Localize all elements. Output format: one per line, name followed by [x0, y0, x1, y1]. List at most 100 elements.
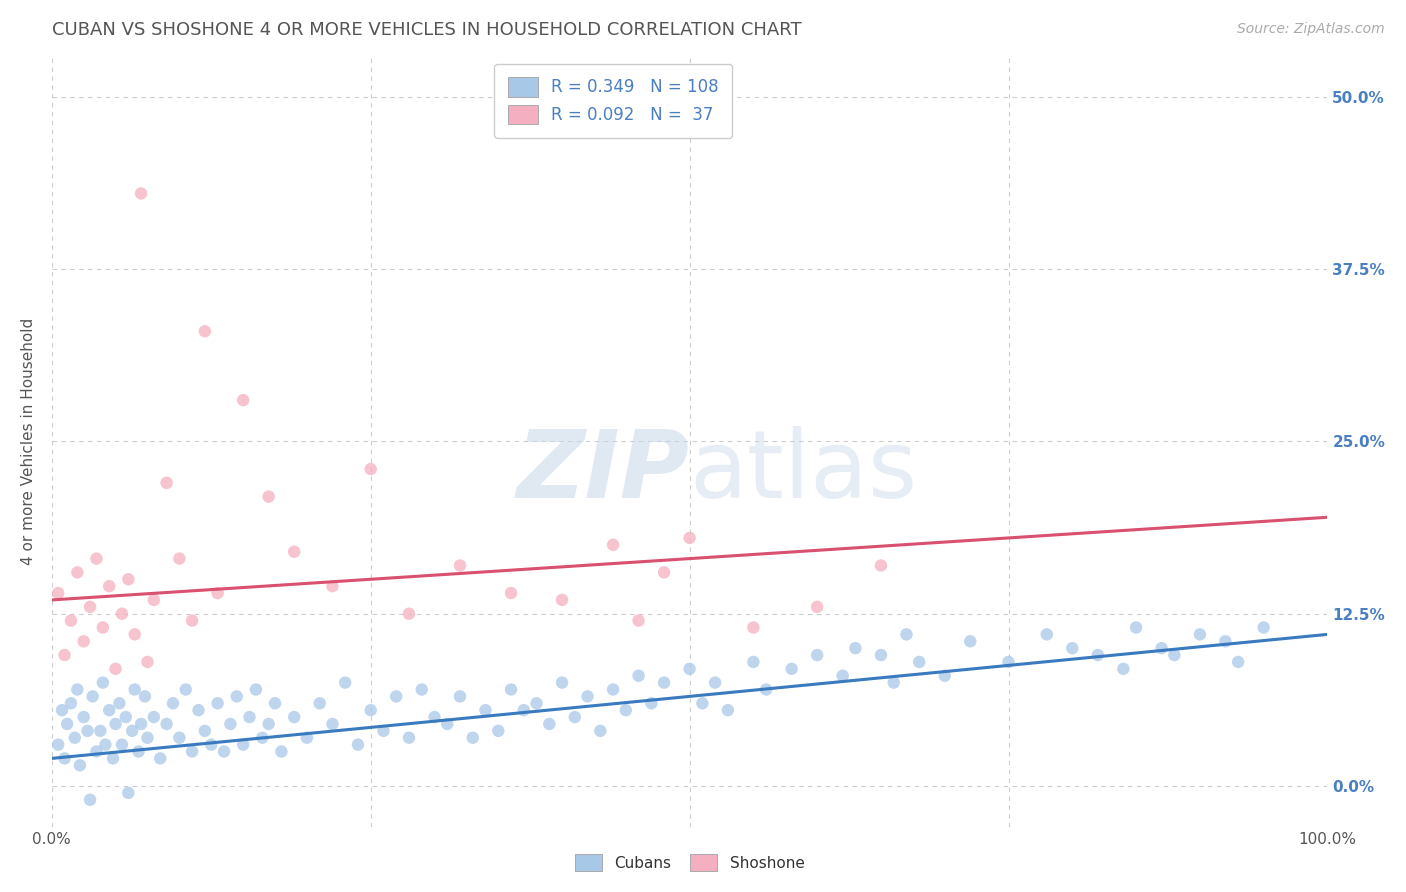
- Point: [934, 669, 956, 683]
- Point: [1163, 648, 1185, 662]
- Point: [53, 751, 76, 765]
- Point: [526, 696, 548, 710]
- Point: [169, 551, 191, 566]
- Point: [86, 551, 108, 566]
- Point: [270, 744, 292, 758]
- Point: [46, 738, 69, 752]
- Point: [89, 723, 111, 738]
- Point: [704, 675, 727, 690]
- Point: [908, 655, 931, 669]
- Point: [780, 662, 803, 676]
- Point: [717, 703, 740, 717]
- Point: [652, 566, 675, 580]
- Point: [73, 634, 96, 648]
- Point: [678, 662, 700, 676]
- Point: [194, 324, 217, 338]
- Point: [831, 669, 853, 683]
- Point: [134, 690, 156, 704]
- Point: [373, 723, 395, 738]
- Point: [63, 731, 86, 745]
- Point: [104, 717, 127, 731]
- Point: [149, 751, 172, 765]
- Point: [997, 655, 1019, 669]
- Point: [114, 710, 136, 724]
- Point: [538, 717, 561, 731]
- Point: [755, 682, 778, 697]
- Point: [225, 690, 247, 704]
- Point: [207, 696, 229, 710]
- Point: [602, 682, 624, 697]
- Point: [870, 558, 893, 573]
- Point: [308, 696, 330, 710]
- Point: [98, 703, 121, 717]
- Point: [162, 696, 184, 710]
- Point: [1227, 655, 1250, 669]
- Point: [806, 599, 828, 614]
- Point: [76, 723, 98, 738]
- Point: [181, 614, 204, 628]
- Point: [124, 627, 146, 641]
- Point: [283, 545, 305, 559]
- Point: [883, 675, 905, 690]
- Point: [136, 655, 159, 669]
- Point: [156, 717, 179, 731]
- Point: [742, 655, 765, 669]
- Point: [59, 696, 82, 710]
- Point: [1125, 620, 1147, 634]
- Point: [614, 703, 637, 717]
- Point: [232, 738, 254, 752]
- Point: [627, 669, 650, 683]
- Point: [91, 620, 114, 634]
- Point: [56, 717, 79, 731]
- Point: [104, 662, 127, 676]
- Point: [181, 744, 204, 758]
- Y-axis label: 4 or more Vehicles in Household: 4 or more Vehicles in Household: [21, 318, 35, 566]
- Point: [806, 648, 828, 662]
- Point: [1036, 627, 1059, 641]
- Point: [252, 731, 274, 745]
- Point: [86, 744, 108, 758]
- Point: [51, 703, 73, 717]
- Point: [94, 738, 117, 752]
- Point: [640, 696, 662, 710]
- Point: [73, 710, 96, 724]
- Point: [576, 690, 599, 704]
- Point: [194, 723, 217, 738]
- Point: [59, 614, 82, 628]
- Point: [200, 738, 222, 752]
- Point: [398, 731, 420, 745]
- Point: [69, 758, 91, 772]
- Point: [436, 717, 458, 731]
- Legend: Cubans, Shoshone: Cubans, Shoshone: [568, 847, 810, 878]
- Text: ZIP: ZIP: [517, 426, 689, 518]
- Point: [46, 586, 69, 600]
- Point: [101, 751, 124, 765]
- Point: [742, 620, 765, 634]
- Point: [98, 579, 121, 593]
- Point: [1188, 627, 1211, 641]
- Point: [1062, 641, 1084, 656]
- Point: [245, 682, 267, 697]
- Point: [79, 793, 101, 807]
- Point: [219, 717, 242, 731]
- Point: [66, 682, 89, 697]
- Point: [124, 682, 146, 697]
- Point: [385, 690, 408, 704]
- Point: [1215, 634, 1237, 648]
- Point: [652, 675, 675, 690]
- Point: [844, 641, 866, 656]
- Point: [896, 627, 918, 641]
- Point: [551, 593, 574, 607]
- Point: [129, 186, 152, 201]
- Point: [1112, 662, 1135, 676]
- Point: [91, 675, 114, 690]
- Point: [321, 717, 343, 731]
- Point: [564, 710, 586, 724]
- Point: [257, 490, 280, 504]
- Point: [264, 696, 287, 710]
- Point: [156, 475, 179, 490]
- Point: [129, 717, 152, 731]
- Point: [499, 682, 522, 697]
- Point: [321, 579, 343, 593]
- Point: [142, 593, 165, 607]
